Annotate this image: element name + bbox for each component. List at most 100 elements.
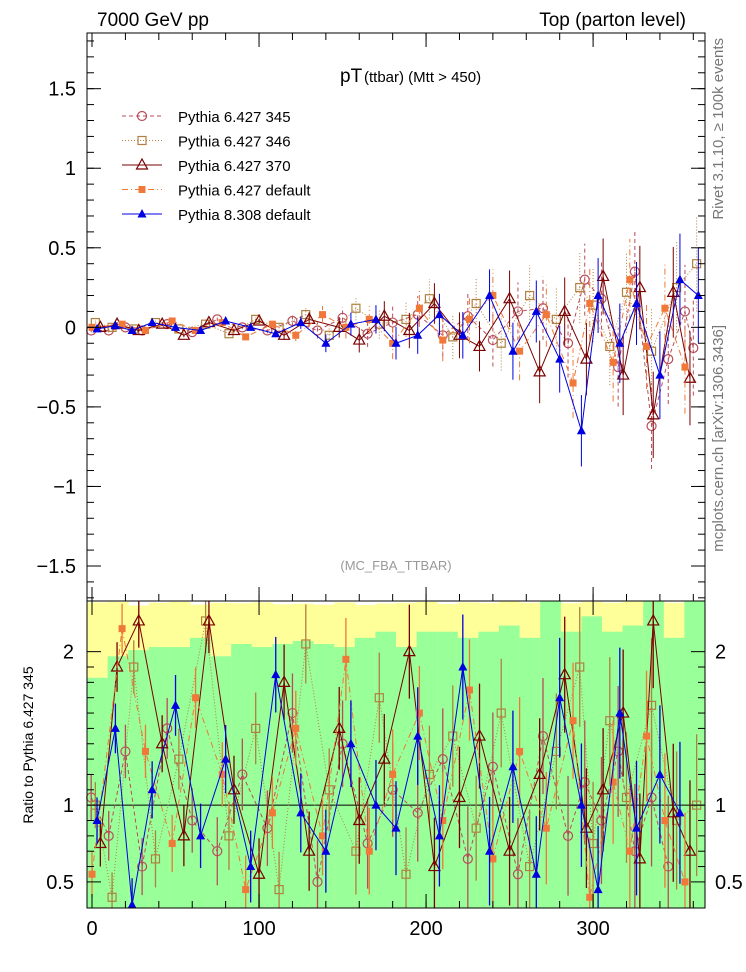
data-point [542,311,550,319]
ratio-point [296,807,306,817]
green-band [87,677,109,908]
data-point [171,322,181,331]
rivet-label: Rivet 3.1.10, ≥ 100k events [710,38,727,220]
ratio-point [576,800,586,809]
watermark-label: (MC_FBA_TTBAR) [340,558,451,573]
data-point [626,276,634,284]
ratio-point [508,761,518,771]
data-point [389,339,397,347]
data-point [237,322,248,333]
ratio-point [542,824,550,832]
main-panel-background [87,33,705,601]
data-point [533,364,547,377]
ratio-point [168,840,176,848]
data-point [646,420,657,432]
green-band [210,656,232,908]
data-point [472,339,487,352]
ratio-point [332,721,346,734]
data-point [196,325,206,335]
data-point [579,274,590,285]
ratio-point [593,884,603,894]
ratio-series-4 [92,614,685,909]
ratio-y-tick-label-right: 0.5 [715,872,743,894]
data-point [377,308,391,321]
plot-title-sub: (ttbar) (Mtt > 450) [364,69,481,86]
data-point [646,346,657,356]
data-point [655,370,665,379]
ratio-point [352,813,366,826]
main-panel: −1.5 −1 −0.5 0 0.5 1 1.5 pT (ttbar) (Mtt > 450… [37,32,706,602]
ratio-point [237,769,248,780]
ratio-point [626,847,634,855]
ratio-point [496,708,506,718]
series-3 [88,238,689,418]
ratio-point [150,854,161,864]
data-point [596,269,610,282]
ratio-point [242,886,250,894]
data-point [352,332,366,345]
data-point [415,304,423,312]
data-point [319,311,327,319]
ratio-point [401,869,411,879]
ratio-point [171,700,181,709]
x-tick-label: 100 [242,918,275,940]
data-point [434,309,444,319]
ratio-point [427,859,441,872]
ratio-point [246,861,256,871]
ratio-point [321,846,331,855]
ratio-ylabel: Ratio to Pythia 6.427 345 [20,666,36,823]
ratio-panel-frame [86,600,706,909]
ratio-line [90,712,669,882]
data-point [661,304,669,312]
ratio-point [681,878,689,886]
data-point [371,314,381,323]
main-axes: −1.5 −1 −0.5 0 0.5 1 1.5 [37,33,705,601]
ratio-point [569,717,577,725]
ratio-point [192,694,200,702]
ratio-point [268,809,276,817]
green-band [293,640,315,908]
data-point [593,290,603,300]
ratio-y-tick-label-right: 2 [715,642,726,664]
header-right: Top (parton level) [539,10,686,31]
data-point [155,316,169,329]
ratio-point [202,613,216,626]
ratio-point [452,790,466,803]
green-band [437,631,459,908]
series-2 [93,238,697,459]
ratio-bands [87,601,706,908]
data-point [391,338,401,347]
ratio-point [632,823,642,832]
ratio-point [92,815,102,825]
mcplots-label: mcplots.cern.ch [arXiv:1306.3436] [710,325,727,552]
data-point [292,331,300,339]
data-point [342,323,350,331]
data-point [132,323,146,336]
legend-label: Pythia 6.427 346 [178,134,291,151]
data-point [332,320,346,332]
ratio-point [472,728,487,741]
data-point [252,313,266,326]
data-point [562,338,574,349]
data-point [312,325,323,336]
data-point [609,358,617,366]
data-point [471,298,481,309]
data-point [271,328,281,338]
y-tick-label: 0.5 [48,238,76,260]
legend-marker [137,209,147,218]
y-tick-label: 1 [65,158,76,180]
ratio-y-tick-label-right: 1 [715,795,726,817]
ratio-point [137,861,148,872]
green-band [396,647,418,908]
ratio-point [196,830,206,840]
data-point [147,317,157,327]
ratio-point [537,730,549,742]
ratio-point [609,778,617,786]
green-band [128,650,150,908]
ratio-series-layer [86,601,702,909]
ratio-point [251,723,261,734]
data-point [629,266,640,277]
ratio-point [646,613,660,626]
green-band [663,637,685,908]
green-band [354,637,376,908]
